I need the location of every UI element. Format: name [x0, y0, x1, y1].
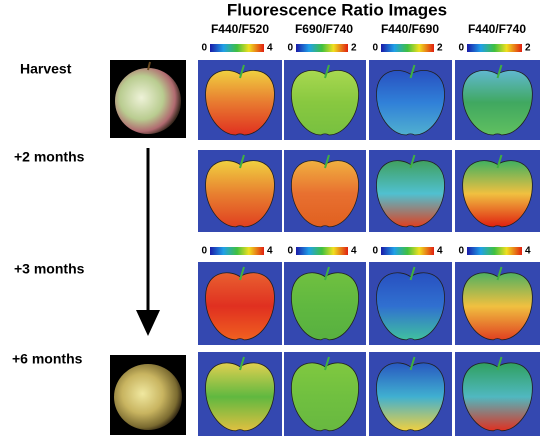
colorbar — [381, 247, 434, 255]
stem — [324, 266, 330, 281]
scale-max: 4 — [525, 246, 531, 257]
column-header: F690/F740 — [295, 22, 353, 36]
stem — [496, 154, 503, 169]
scale-min: 0 — [458, 43, 464, 54]
scale-max: 2 — [525, 43, 531, 54]
figure-title: Fluorescence Ratio Images — [227, 0, 447, 19]
apple-image — [205, 160, 275, 228]
stem — [409, 154, 416, 169]
stem — [147, 61, 151, 71]
row-label: +2 months — [14, 149, 85, 165]
apple-image — [291, 160, 359, 228]
colorbar — [210, 247, 264, 255]
apple-image — [376, 362, 445, 432]
stem — [239, 154, 245, 169]
scale-max: 2 — [351, 43, 357, 54]
apple-image — [376, 272, 445, 341]
stem — [409, 356, 416, 371]
apple-image — [291, 362, 359, 432]
stem — [239, 356, 245, 371]
scale-min: 0 — [372, 246, 378, 257]
colorbar — [467, 247, 522, 255]
apple-image — [376, 160, 445, 228]
stem — [496, 64, 503, 79]
apple-image — [462, 272, 533, 341]
stem — [496, 356, 503, 371]
stem — [239, 266, 245, 281]
apple-image — [291, 272, 359, 341]
scale-min: 0 — [201, 246, 207, 257]
scale-max: 4 — [267, 43, 273, 54]
stem — [409, 64, 416, 79]
column-header: F440/F520 — [211, 22, 269, 36]
apple-photo — [114, 364, 182, 430]
column-header: F440/F740 — [468, 22, 526, 36]
stem — [409, 266, 416, 281]
stem — [324, 64, 330, 79]
scale-max: 4 — [437, 246, 443, 257]
stem — [496, 266, 503, 281]
row-label: +3 months — [14, 261, 85, 277]
apple-image — [205, 272, 275, 341]
stem — [324, 154, 330, 169]
apple-image — [291, 70, 359, 136]
row-label: Harvest — [20, 61, 72, 77]
scales: 0 4 0 2 0 2 0 2 0 4 0 4 0 4 0 4 — [201, 43, 531, 257]
scale-max: 2 — [437, 43, 443, 54]
stem — [324, 356, 330, 371]
scale-min: 0 — [201, 43, 207, 54]
scale-min: 0 — [458, 246, 464, 257]
tiles — [198, 60, 540, 436]
column-header: F440/F690 — [381, 22, 439, 36]
apple-image — [205, 70, 275, 136]
apple-image — [462, 362, 533, 432]
apple-photo — [115, 68, 181, 134]
apple-image — [462, 70, 533, 136]
apple-image — [462, 160, 533, 228]
apple-image — [376, 70, 445, 136]
row-label: +6 months — [12, 351, 83, 367]
colorbar — [296, 44, 348, 52]
scale-min: 0 — [287, 246, 293, 257]
scale-max: 4 — [267, 246, 273, 257]
colorbar — [296, 247, 348, 255]
colorbar — [210, 44, 264, 52]
scale-min: 0 — [372, 43, 378, 54]
colorbar — [467, 44, 522, 52]
stem — [239, 64, 245, 79]
colorbar — [381, 44, 434, 52]
arrowhead — [136, 310, 160, 336]
scale-min: 0 — [287, 43, 293, 54]
scale-max: 4 — [351, 246, 357, 257]
apple-image — [205, 362, 275, 432]
